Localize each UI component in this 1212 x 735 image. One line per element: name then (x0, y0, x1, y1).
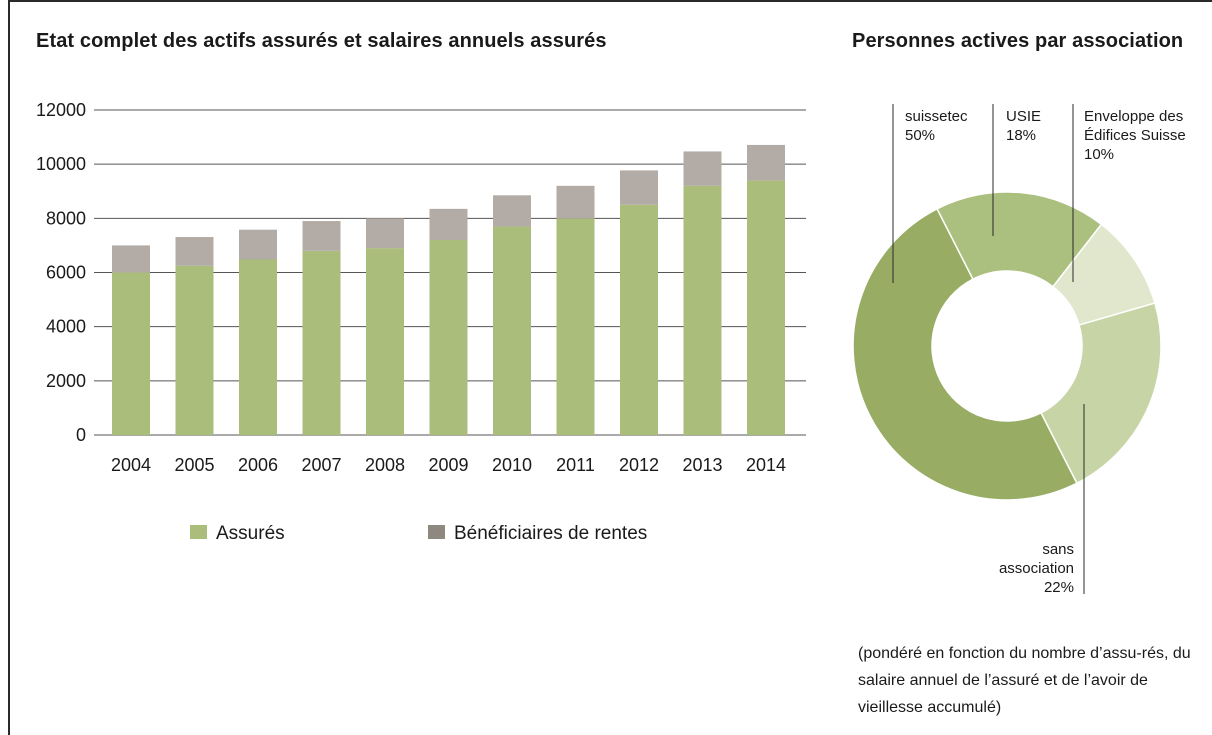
bar-assures (112, 272, 150, 435)
bar-beneficiaires (620, 170, 658, 205)
bar-assures (747, 180, 785, 435)
legend-label: Assurés (216, 523, 285, 544)
donut-label: 22% (1044, 579, 1074, 596)
legend-swatch (428, 525, 445, 539)
bar-chart-title: Etat complet des actifs assurés et salai… (36, 30, 607, 52)
bar-assures (302, 250, 341, 435)
donut-label: USIE (1006, 108, 1041, 125)
x-tick-label: 2005 (174, 455, 214, 475)
bar-assures (556, 218, 595, 435)
donut-label: suissetec (905, 108, 968, 125)
donut-label: 50% (905, 127, 935, 144)
donut-label: association (999, 560, 1074, 577)
donut-footnote: (pondéré en fonction du nombre d’assu-ré… (858, 645, 1191, 716)
x-tick-label: 2009 (428, 455, 468, 475)
bar-beneficiaires (747, 144, 785, 181)
bar-bars (112, 144, 785, 435)
bar-beneficiaires (239, 229, 277, 260)
donut-label: Édifices Suisse (1084, 127, 1186, 144)
legend-label: Bénéficiaires de rentes (454, 523, 647, 544)
bar-beneficiaires (429, 208, 468, 240)
donut-slice (936, 191, 1103, 288)
bar-assures (239, 259, 277, 435)
x-tick-label: 2014 (746, 455, 786, 475)
bar-beneficiaires (302, 221, 341, 251)
donut-label: 18% (1006, 127, 1036, 144)
bar-beneficiaires (493, 195, 531, 227)
donut-label: sans (1042, 541, 1074, 558)
x-tick-label: 2012 (619, 455, 659, 475)
x-tick-label: 2010 (492, 455, 532, 475)
bar-x-ticks: 2004 2005 2006 2007 2008 2009 2010 2011 2012 2013… (111, 455, 786, 475)
x-tick-label: 2011 (556, 455, 595, 475)
y-tick-label: 10000 (36, 154, 86, 174)
bar-assures (683, 185, 722, 435)
bar-beneficiaires (112, 245, 150, 273)
bar-assures (620, 204, 658, 435)
donut-label: 10% (1084, 146, 1114, 163)
y-tick-label: 12000 (36, 100, 86, 120)
donut-slice (852, 207, 1078, 501)
donut-slice (1040, 302, 1162, 485)
x-tick-label: 2007 (301, 455, 341, 475)
bar-beneficiaires (556, 185, 595, 219)
bar-legend: Assurés Bénéficiaires de rentes (190, 523, 647, 544)
y-tick-label: 0 (76, 425, 86, 445)
donut-chart-title: Personnes actives par association (852, 30, 1184, 52)
x-tick-label: 2004 (111, 455, 151, 475)
bar-assures (493, 226, 531, 435)
bar-assures (429, 240, 468, 435)
bar-beneficiaires (366, 218, 404, 249)
x-tick-label: 2008 (365, 455, 405, 475)
bar-assures (366, 248, 404, 435)
y-tick-label: 2000 (46, 371, 86, 391)
legend-swatch (190, 525, 207, 539)
donut-labels: suissetec 50% USIE 18% Enveloppe des Édifices… (892, 104, 1186, 596)
bar-assures (175, 265, 214, 435)
y-tick-label: 4000 (46, 317, 86, 337)
bar-beneficiaires (683, 151, 722, 186)
donut-label: Enveloppe des (1084, 108, 1183, 125)
donut-chart (852, 191, 1162, 501)
bar-beneficiaires (175, 237, 214, 266)
x-tick-label: 2006 (238, 455, 278, 475)
y-tick-label: 6000 (46, 263, 86, 283)
y-tick-label: 8000 (46, 208, 86, 228)
x-tick-label: 2013 (682, 455, 722, 475)
figure-frame (8, 0, 1212, 735)
